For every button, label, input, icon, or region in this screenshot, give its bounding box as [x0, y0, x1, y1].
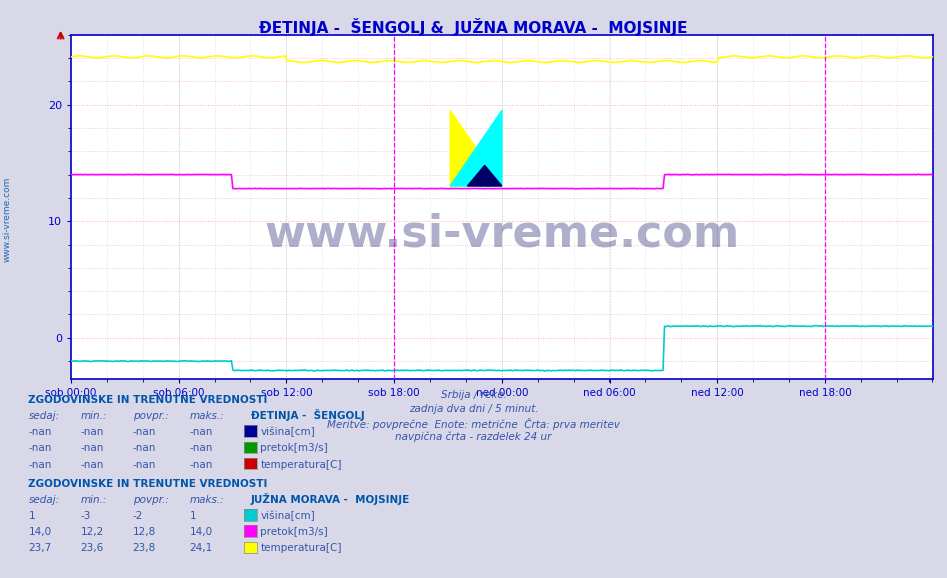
- Text: višina[cm]: višina[cm]: [260, 427, 315, 437]
- Text: ZGODOVINSKE IN TRENUTNE VREDNOSTI: ZGODOVINSKE IN TRENUTNE VREDNOSTI: [28, 479, 268, 488]
- Text: -nan: -nan: [28, 443, 52, 453]
- Text: maks.:: maks.:: [189, 411, 224, 421]
- Text: ĐETINJA -  ŠENGOLJ &  JUŽNA MORAVA -  MOJSINJE: ĐETINJA - ŠENGOLJ & JUŽNA MORAVA - MOJSI…: [259, 18, 688, 36]
- Text: povpr.:: povpr.:: [133, 495, 169, 505]
- Text: 1: 1: [28, 511, 35, 521]
- Text: temperatura[C]: temperatura[C]: [260, 543, 342, 553]
- Text: www.si-vreme.com: www.si-vreme.com: [264, 213, 740, 255]
- Text: 12,2: 12,2: [80, 527, 104, 537]
- Text: -nan: -nan: [80, 460, 104, 469]
- Text: ĐETINJA -  ŠENGOLJ: ĐETINJA - ŠENGOLJ: [251, 409, 365, 421]
- Text: navpična črta - razdelek 24 ur: navpična črta - razdelek 24 ur: [395, 432, 552, 442]
- Text: 14,0: 14,0: [28, 527, 51, 537]
- Text: min.:: min.:: [80, 411, 107, 421]
- Text: -nan: -nan: [133, 460, 156, 469]
- Text: -nan: -nan: [80, 427, 104, 437]
- Text: -nan: -nan: [133, 443, 156, 453]
- Text: 23,7: 23,7: [28, 543, 52, 553]
- Text: Meritve: povprečne  Enote: metrične  Črta: prva meritev: Meritve: povprečne Enote: metrične Črta:…: [327, 418, 620, 430]
- Text: -nan: -nan: [189, 443, 213, 453]
- Text: 24,1: 24,1: [189, 543, 213, 553]
- Text: 14,0: 14,0: [189, 527, 212, 537]
- Polygon shape: [468, 165, 502, 186]
- Text: JUŽNA MORAVA -  MOJSINJE: JUŽNA MORAVA - MOJSINJE: [251, 493, 410, 505]
- Text: www.si-vreme.com: www.si-vreme.com: [3, 177, 12, 262]
- Text: maks.:: maks.:: [189, 495, 224, 505]
- Text: 23,6: 23,6: [80, 543, 104, 553]
- Text: -3: -3: [80, 511, 91, 521]
- Text: Srbija / reke.: Srbija / reke.: [440, 390, 507, 400]
- Text: -2: -2: [133, 511, 143, 521]
- Text: višina[cm]: višina[cm]: [260, 510, 315, 521]
- Text: temperatura[C]: temperatura[C]: [260, 460, 342, 469]
- Text: 23,8: 23,8: [133, 543, 156, 553]
- Text: -nan: -nan: [80, 443, 104, 453]
- Text: -nan: -nan: [28, 460, 52, 469]
- Polygon shape: [450, 110, 502, 186]
- Text: sedaj:: sedaj:: [28, 495, 60, 505]
- Text: pretok[m3/s]: pretok[m3/s]: [260, 527, 329, 537]
- Text: 12,8: 12,8: [133, 527, 156, 537]
- Text: povpr.:: povpr.:: [133, 411, 169, 421]
- Text: -nan: -nan: [28, 427, 52, 437]
- Text: pretok[m3/s]: pretok[m3/s]: [260, 443, 329, 453]
- Text: -nan: -nan: [133, 427, 156, 437]
- Polygon shape: [450, 110, 502, 186]
- Text: sedaj:: sedaj:: [28, 411, 60, 421]
- Text: zadnja dva dni / 5 minut.: zadnja dva dni / 5 minut.: [409, 404, 538, 414]
- Text: 1: 1: [189, 511, 196, 521]
- Text: -nan: -nan: [189, 460, 213, 469]
- Text: min.:: min.:: [80, 495, 107, 505]
- Text: -nan: -nan: [189, 427, 213, 437]
- Text: ZGODOVINSKE IN TRENUTNE VREDNOSTI: ZGODOVINSKE IN TRENUTNE VREDNOSTI: [28, 395, 268, 405]
